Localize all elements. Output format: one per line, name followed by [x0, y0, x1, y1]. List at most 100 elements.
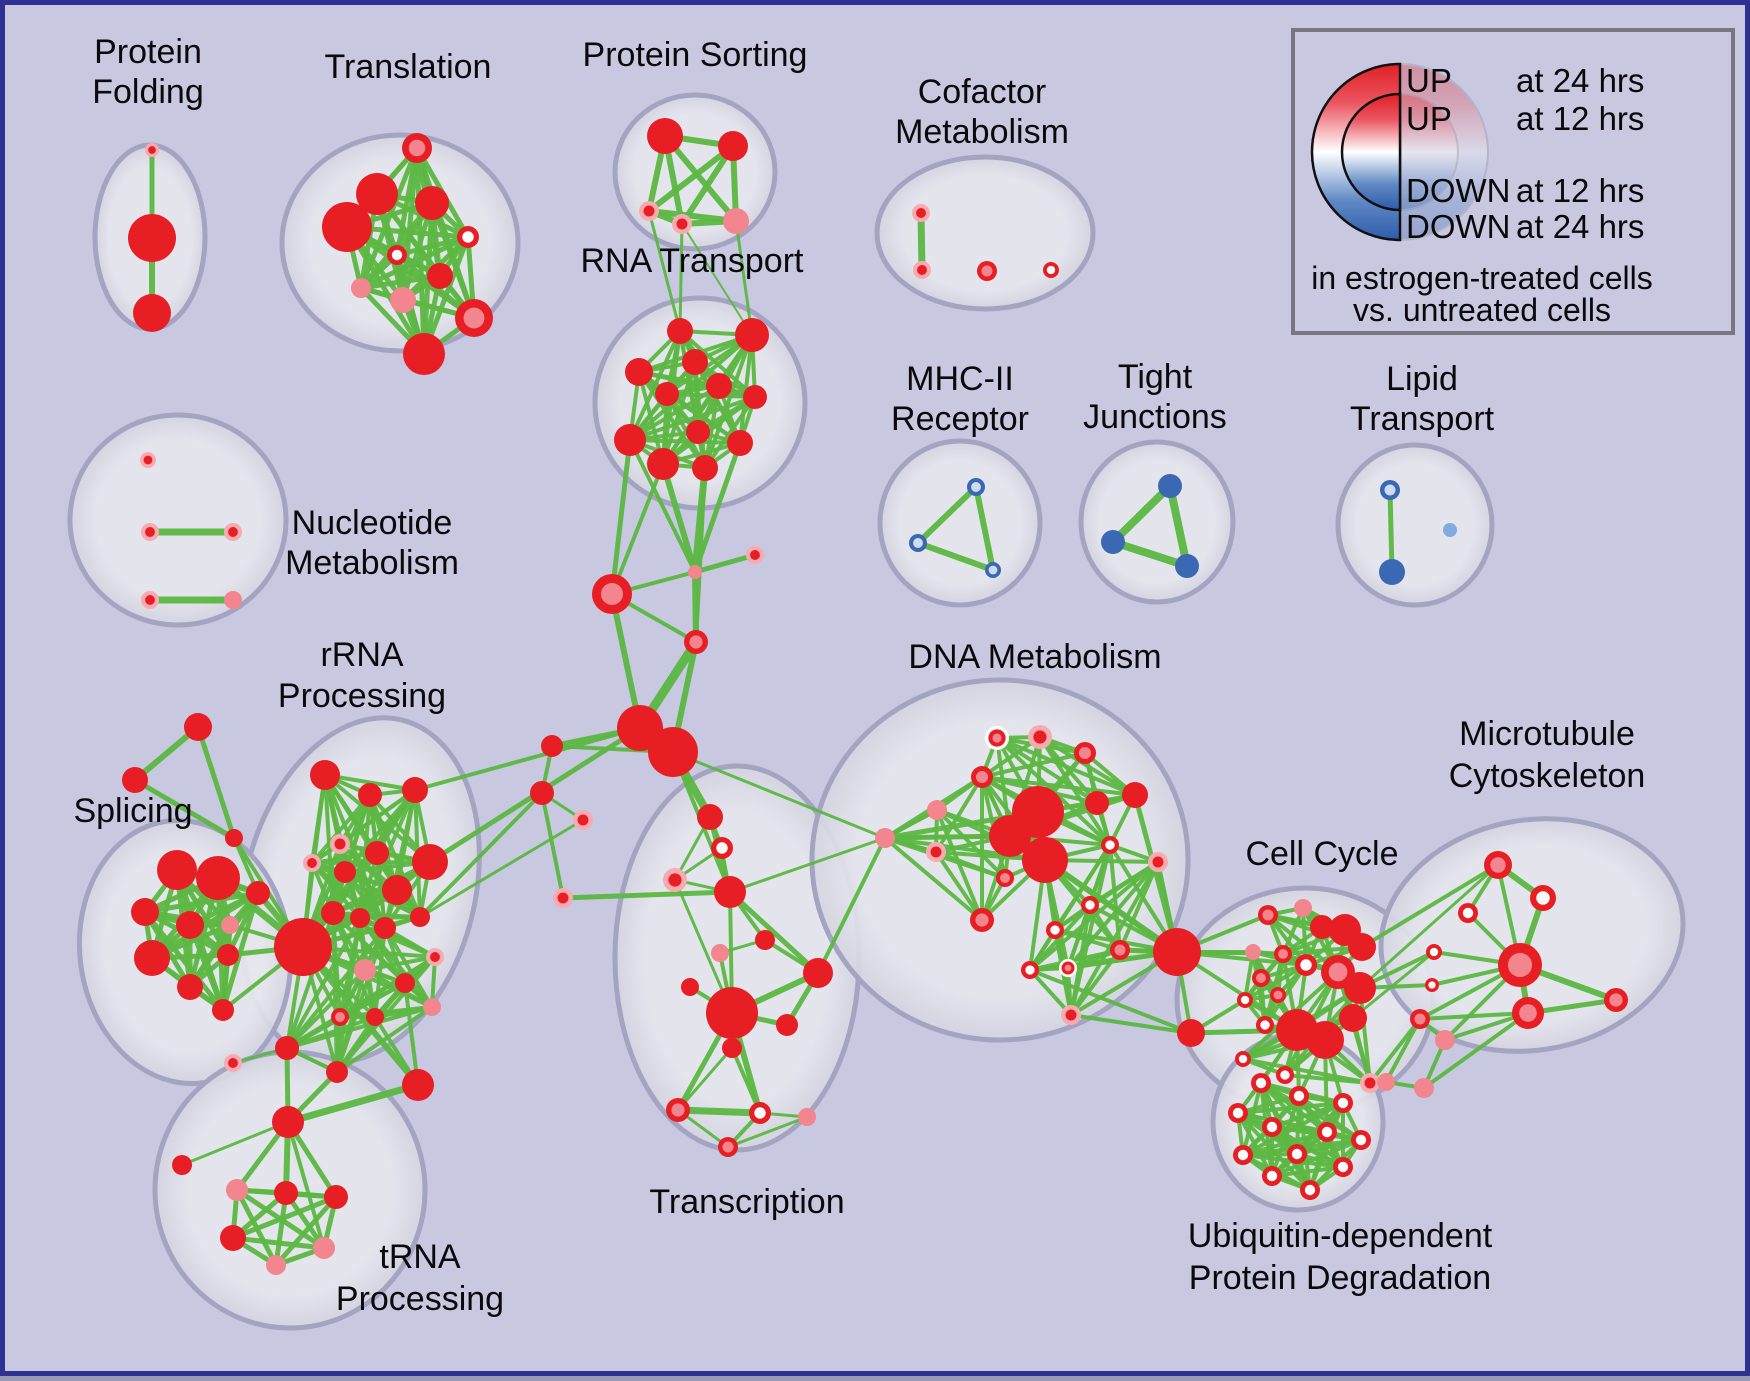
- node-lt1: [1380, 480, 1400, 500]
- edge: [816, 836, 887, 975]
- edge: [1109, 482, 1174, 546]
- node-c4: [530, 781, 554, 805]
- node-layer: [228, 1058, 238, 1068]
- node-tr8: [266, 1255, 286, 1275]
- node-layer: [356, 173, 398, 215]
- node-dm4: [971, 766, 993, 788]
- node-layer: [1085, 791, 1109, 815]
- label-cofactor-metabolism: Metabolism: [895, 113, 1069, 151]
- node-rr6: [365, 841, 389, 865]
- node-layer: [324, 1185, 348, 1209]
- node-mc1: [1484, 851, 1512, 879]
- legend-footer-text: in estrogen-treated cells: [1311, 260, 1653, 296]
- edge: [980, 751, 1087, 779]
- node-tx11: [776, 1014, 798, 1036]
- node-layer: [1435, 1030, 1455, 1050]
- edge: [628, 384, 721, 442]
- node-cc11: [1252, 969, 1270, 987]
- node-layer: [722, 1141, 734, 1153]
- edge: [310, 793, 372, 865]
- node-dm10: [1022, 837, 1068, 883]
- node-layer: [122, 767, 148, 793]
- node-layer: [462, 231, 474, 243]
- node-rr1: [310, 760, 340, 790]
- edge: [674, 1106, 764, 1117]
- node-layer: [326, 1061, 348, 1083]
- node-ub2: [1289, 1086, 1309, 1106]
- node-layer: [391, 249, 403, 261]
- edge: [285, 968, 367, 1050]
- node-layer: [1304, 1184, 1316, 1196]
- node-dm18: [1046, 921, 1064, 939]
- node-layer: [1377, 1073, 1395, 1091]
- node-mc3: [1458, 903, 1478, 923]
- edge: [1109, 538, 1191, 570]
- node-mh2: [909, 534, 927, 552]
- node-t1: [402, 133, 432, 163]
- edge: [973, 484, 996, 573]
- node-layer: [224, 591, 242, 609]
- bubble-nucleotide-metabolism: [67, 412, 289, 628]
- node-layer: [577, 814, 589, 826]
- node-layer: [1414, 1013, 1426, 1025]
- edge: [273, 1190, 289, 1268]
- node-layer: [415, 186, 449, 220]
- node-layer: [221, 916, 239, 934]
- node-rr5: [303, 854, 321, 872]
- label-cofactor-metabolism: Cofactor: [918, 73, 1047, 111]
- node-s1: [122, 767, 148, 793]
- node-layer: [128, 214, 176, 262]
- node-layer: [714, 876, 746, 908]
- label-mhc-ii-receptor: Receptor: [891, 400, 1029, 438]
- edge: [358, 915, 422, 920]
- node-layer: [1348, 933, 1376, 961]
- edge: [692, 552, 758, 575]
- edge: [335, 916, 362, 1074]
- node-rt8: [614, 424, 646, 456]
- label-tight-junctions: Tight: [1118, 358, 1193, 396]
- node-layer: [1507, 952, 1533, 978]
- node-layer: [1122, 782, 1148, 808]
- node-dm17: [1081, 896, 1099, 914]
- node-layer: [1536, 891, 1550, 905]
- node-rt10: [727, 430, 753, 456]
- node-mh3: [985, 562, 1001, 578]
- legend-direction-label: UP: [1406, 100, 1452, 137]
- node-dm11: [1085, 791, 1109, 815]
- node-layer: [274, 918, 332, 976]
- node-layer: [307, 858, 317, 868]
- node-layer: [776, 1014, 798, 1036]
- node-layer: [1414, 1078, 1434, 1098]
- node-mc4: [1498, 943, 1542, 987]
- edge: [1351, 950, 1436, 1020]
- node-tx12: [722, 1038, 742, 1058]
- node-layer: [647, 118, 683, 154]
- node-cm2: [913, 261, 931, 279]
- node-t9: [390, 287, 416, 313]
- node-rt9: [686, 420, 710, 444]
- node-layer: [1152, 856, 1164, 868]
- node-dm1: [985, 726, 1009, 750]
- node-t3: [415, 186, 449, 220]
- edge: [1358, 863, 1500, 990]
- edge: [934, 850, 1007, 880]
- node-tx10: [706, 987, 758, 1039]
- node-pf3: [133, 294, 171, 332]
- node-rr18: [366, 1008, 384, 1026]
- node-layer: [992, 733, 1002, 743]
- edge: [980, 775, 1137, 797]
- node-cc10: [1344, 972, 1376, 1004]
- node-layer: [711, 944, 729, 962]
- node-layer: [1232, 1107, 1244, 1119]
- edge: [284, 1081, 422, 1126]
- node-nm4: [141, 591, 159, 609]
- node-rr9: [382, 875, 412, 905]
- node-tx16: [718, 1137, 738, 1157]
- node-layer: [412, 844, 448, 880]
- node-layer: [975, 913, 989, 927]
- node-layer: [133, 294, 171, 332]
- node-rr21: [326, 1061, 348, 1083]
- node-layer: [1310, 915, 1334, 939]
- node-dm22: [1061, 1005, 1081, 1025]
- node-ub10: [1333, 1157, 1353, 1177]
